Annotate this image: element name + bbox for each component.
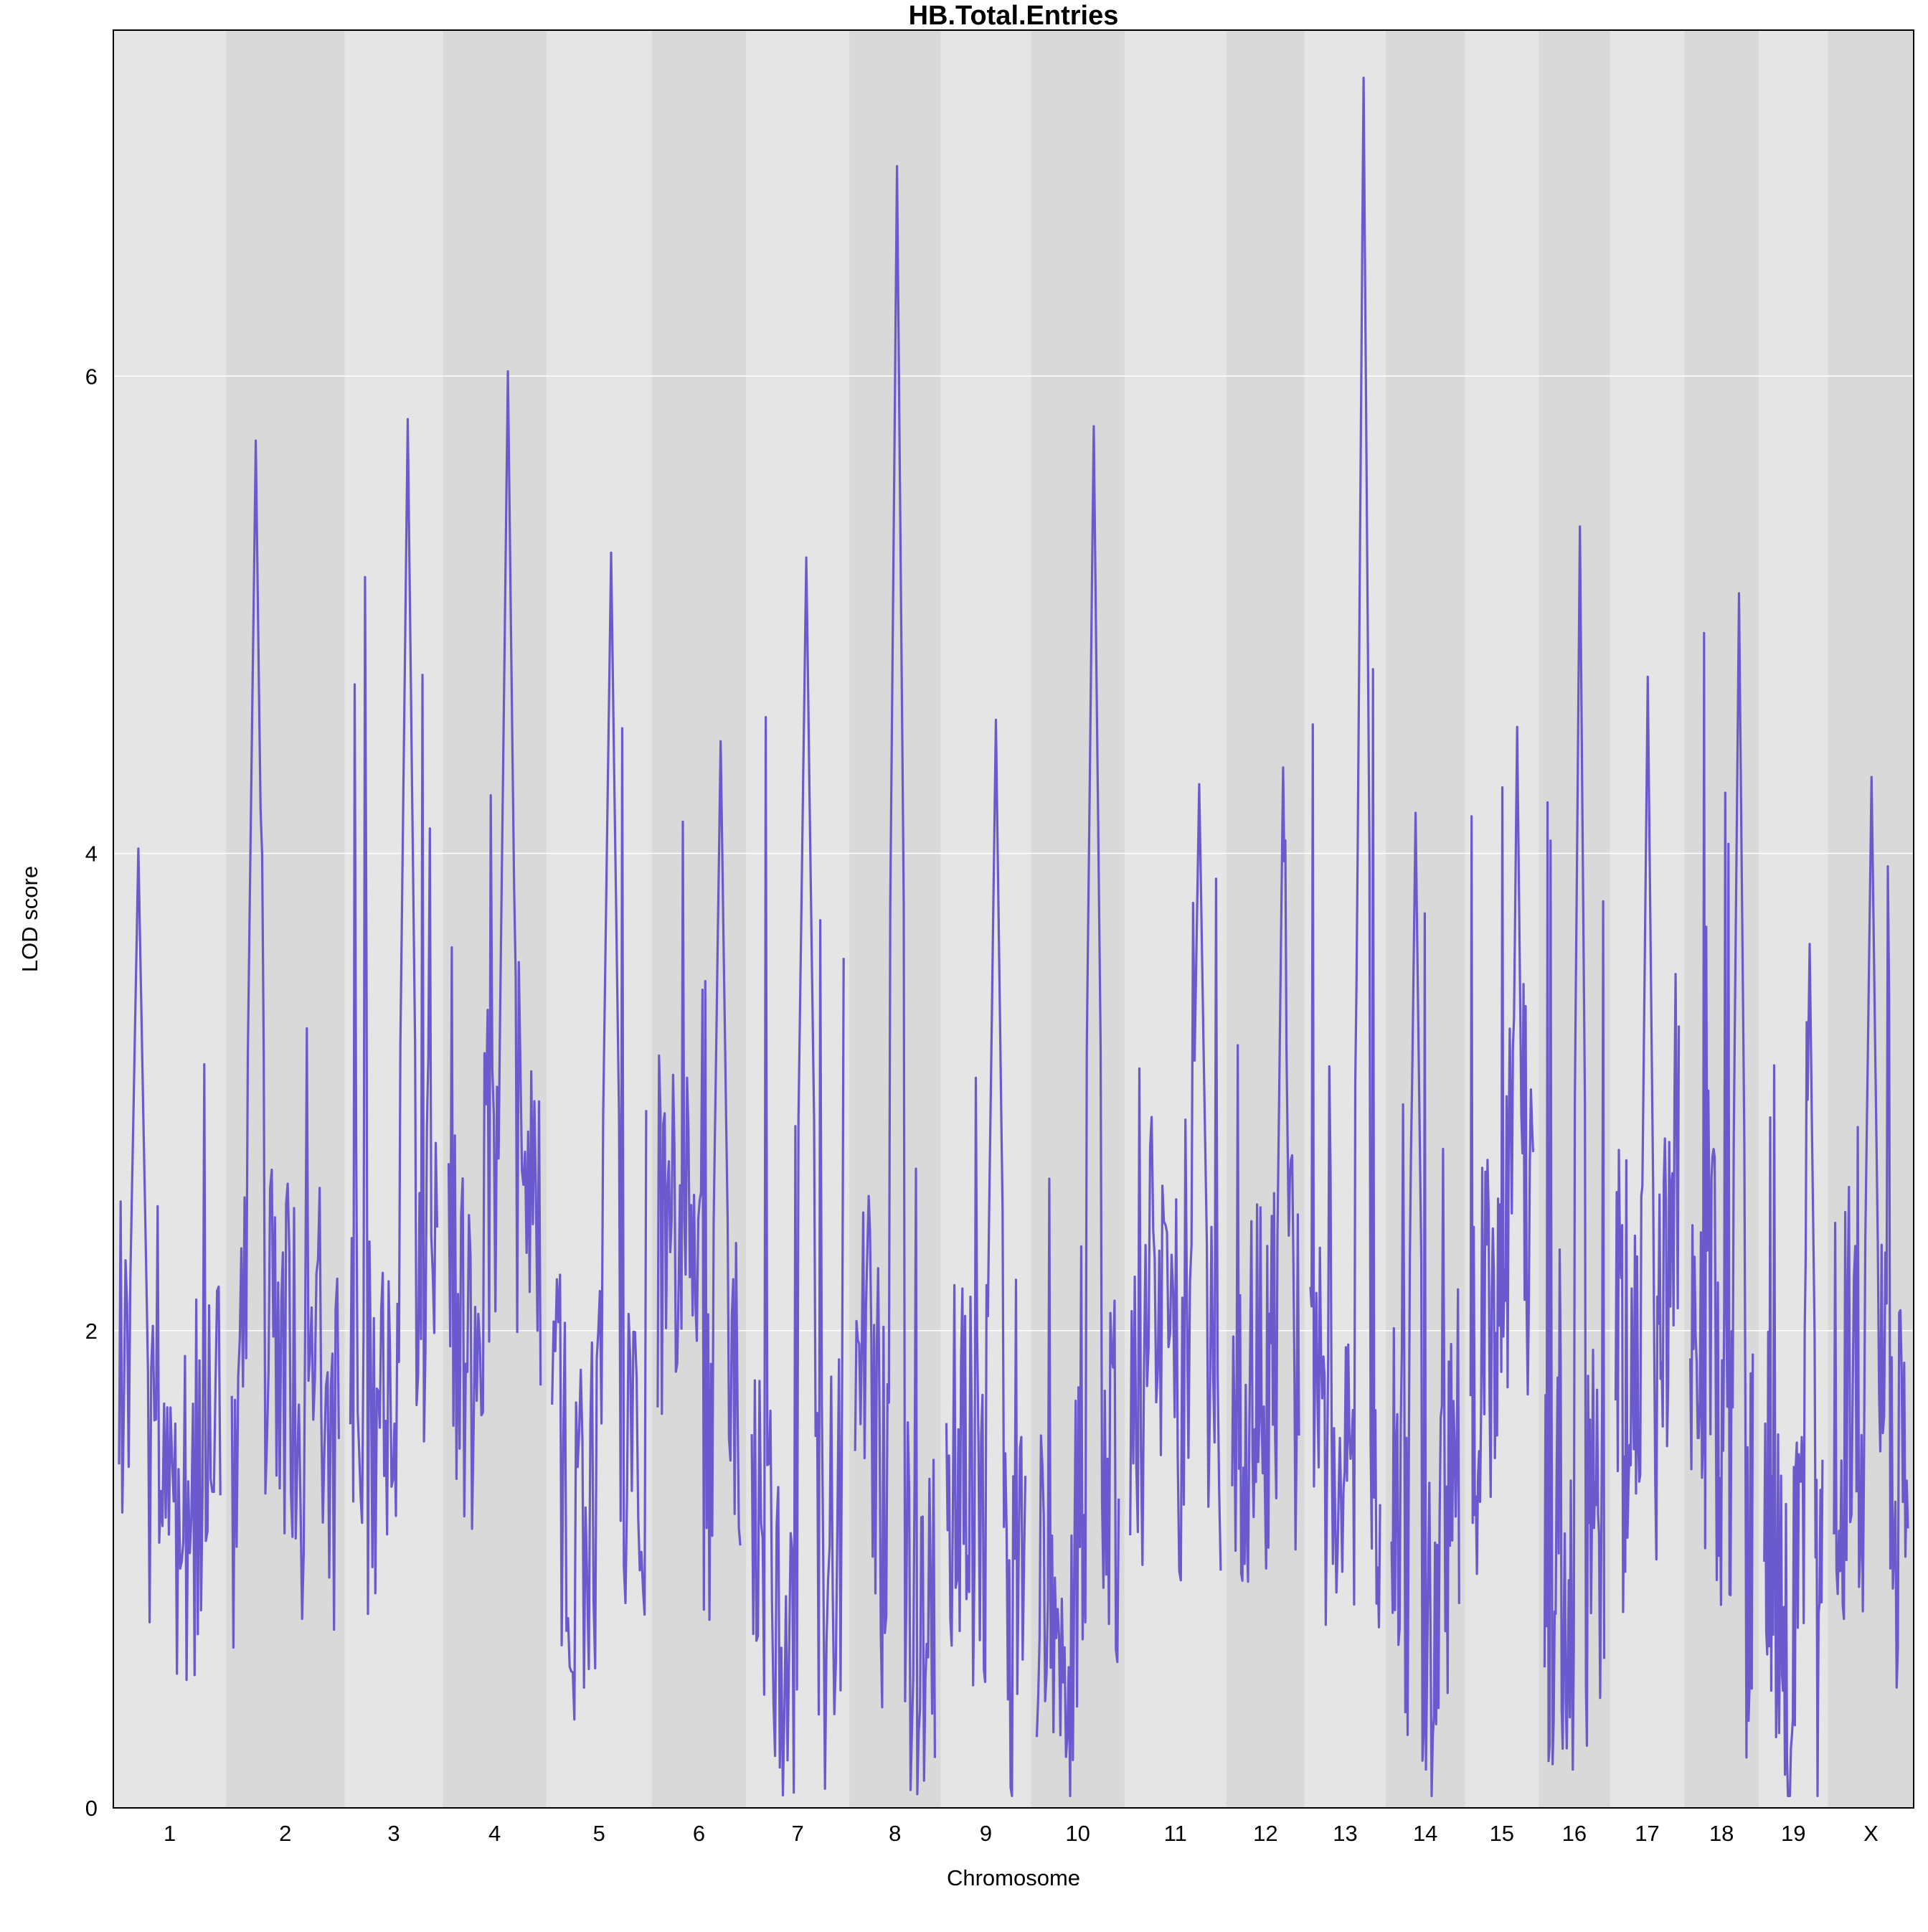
lod-line-chr-7 (750, 556, 845, 1797)
lod-line-chr-19 (1763, 943, 1824, 1797)
lod-line-chr-10 (1035, 425, 1120, 1797)
lod-series (118, 76, 1909, 1797)
lod-line-chr-17 (1614, 675, 1681, 1613)
x-tick-label-6: 6 (693, 1821, 705, 1846)
x-tick-label-8: 8 (889, 1821, 901, 1846)
lod-line-chr-1 (118, 847, 222, 1682)
x-axis-ticks: 1 2 3 4 5 6 7 8 9 10 11 12 13 14 15 16 17 18 19 X (164, 1821, 1879, 1846)
x-tick-label-7: 7 (792, 1821, 804, 1846)
x-tick-label-17: 17 (1635, 1821, 1659, 1846)
x-tick-label-X: X (1863, 1821, 1879, 1846)
chromosome-band-1 (113, 30, 227, 1808)
x-axis-label: Chromosome (947, 1865, 1080, 1890)
x-tick-label-11: 11 (1164, 1821, 1187, 1846)
lod-line-chr-8 (854, 165, 937, 1796)
lod-line-chr-4 (447, 369, 542, 1530)
lod-line-chr-6 (656, 740, 742, 1621)
chromosome-band-2 (226, 30, 345, 1808)
lod-line-chr-12 (1231, 766, 1300, 1583)
x-tick-label-9: 9 (980, 1821, 992, 1846)
x-tick-label-10: 10 (1065, 1821, 1090, 1846)
chromosome-band-17 (1610, 30, 1686, 1808)
x-tick-label-14: 14 (1413, 1821, 1437, 1846)
x-tick-label-13: 13 (1333, 1821, 1357, 1846)
x-tick-label-4: 4 (488, 1821, 501, 1846)
x-tick-label-16: 16 (1562, 1821, 1587, 1846)
lod-line-chr-15 (1469, 725, 1534, 1575)
lod-line-chr-3 (349, 418, 439, 1616)
lod-line-chr-11 (1129, 783, 1222, 1582)
y-axis-label: LOD score (17, 866, 42, 972)
x-tick-label-18: 18 (1709, 1821, 1734, 1846)
x-tick-label-12: 12 (1253, 1821, 1277, 1846)
plot-frame (113, 29, 1914, 1809)
lod-line-chr-9 (945, 718, 1027, 1797)
y-tick-label-2: 2 (85, 1319, 98, 1344)
chromosome-band-5 (546, 30, 653, 1808)
y-tick-label-6: 6 (85, 364, 98, 389)
y-tick-label-4: 4 (85, 842, 98, 867)
chromosome-band-6 (651, 30, 747, 1808)
x-tick-label-2: 2 (279, 1821, 291, 1846)
chart-title: HB.Total.Entries (909, 1, 1119, 31)
lod-line-chr-16 (1543, 525, 1606, 1771)
chromosome-band-4 (443, 30, 547, 1808)
lod-line-chr-18 (1689, 592, 1754, 1759)
lod-line-chr-5 (551, 551, 648, 1721)
y-tick-label-0: 0 (85, 1796, 98, 1821)
lod-line-chr-13 (1309, 76, 1381, 1629)
x-tick-label-5: 5 (593, 1821, 605, 1846)
chromosome-band-11 (1124, 30, 1227, 1808)
y-axis-ticks: 0 2 4 6 (85, 364, 98, 1821)
x-tick-label-1: 1 (164, 1821, 176, 1846)
x-tick-label-19: 19 (1781, 1821, 1805, 1846)
x-tick-label-15: 15 (1490, 1821, 1514, 1846)
lod-line-chr-X (1833, 776, 1909, 1689)
x-tick-label-3: 3 (387, 1821, 400, 1846)
lod-line-chr-2 (230, 439, 340, 1649)
lod-line-chr-14 (1390, 811, 1460, 1797)
